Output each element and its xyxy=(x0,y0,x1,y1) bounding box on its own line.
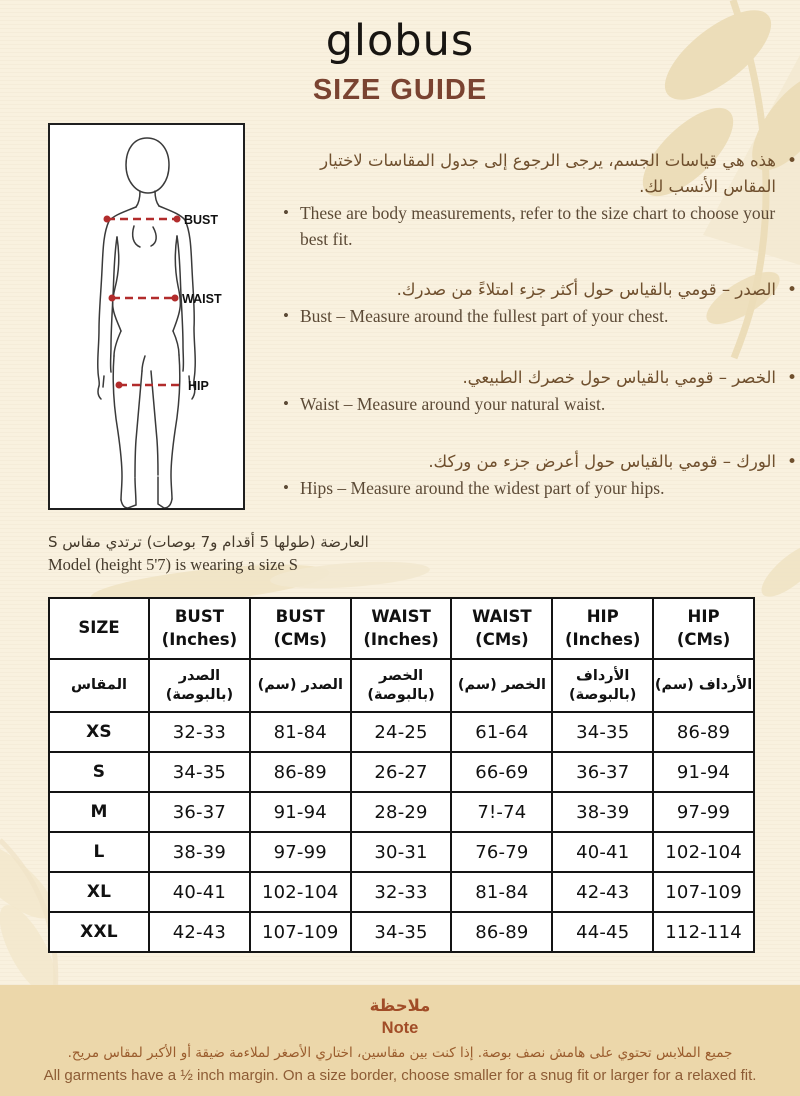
size-label-cell: XL xyxy=(48,871,150,913)
bust-line-label: BUST xyxy=(184,213,218,227)
measurement-value-cell: 40-41 xyxy=(148,871,251,913)
size-table-row: S 34-35 86-89 26-27 66-69 36-37 91-94 xyxy=(48,751,755,793)
column-header-english: HIP (CMs) xyxy=(652,597,755,660)
note-body-english: All garments have a ½ inch margin. On a … xyxy=(43,1067,757,1084)
size-label-cell: XXL xyxy=(48,911,150,953)
measurement-value-cell: 91-94 xyxy=(652,751,755,793)
measurement-value-cell: 107-109 xyxy=(248,911,352,953)
column-header-english: BUST (CMs) xyxy=(248,597,352,660)
measurement-value-cell: 61-64 xyxy=(450,711,554,753)
size-table-row: XS 32-33 81-84 24-25 61-64 34-35 86-89 xyxy=(48,711,755,753)
measurement-value-cell: 30-31 xyxy=(349,831,453,873)
note-heading-english: Note xyxy=(381,1019,419,1037)
column-header-english: WAIST (Inches) xyxy=(349,597,453,660)
measurement-value-cell: 76-79 xyxy=(450,831,554,873)
footer-note-band: ملاحظة Note جميع الملابس تحتوي على هامش … xyxy=(0,985,800,1096)
measurement-value-cell: 28-29 xyxy=(349,791,453,833)
measurement-value-cell: 81-84 xyxy=(450,871,554,913)
measurement-value-cell: 38-39 xyxy=(551,791,655,833)
column-header-arabic: الخصر (بالبوصة) xyxy=(349,658,453,713)
measurement-value-cell: 97-99 xyxy=(652,791,755,833)
instruction-bust-english: Bust – Measure around the fullest part o… xyxy=(283,303,797,329)
size-table-row: M 36-37 91-94 28-29 7!-74 38-39 97-99 xyxy=(48,791,755,833)
measurement-value-cell: 112-114 xyxy=(652,911,755,953)
size-label-cell: L xyxy=(48,831,150,873)
measurement-value-cell: 66-69 xyxy=(450,751,554,793)
note-body-arabic: جميع الملابس تحتوي على هامش نصف بوصة. إذ… xyxy=(67,1045,733,1061)
measurement-value-cell: 86-89 xyxy=(652,711,755,753)
instructions-list: هذه هي قياسات الجسم، يرجى الرجوع إلى جدو… xyxy=(283,148,797,526)
measurement-value-cell: 34-35 xyxy=(148,751,251,793)
measurement-value-cell: 102-104 xyxy=(652,831,755,873)
instruction-group-bust: الصدر – قومي بالقياس حول أكثر جزء امتلاء… xyxy=(283,277,797,329)
measurement-value-cell: 97-99 xyxy=(248,831,352,873)
measurement-value-cell: 42-43 xyxy=(148,911,251,953)
measurement-value-cell: 40-41 xyxy=(551,831,655,873)
page-title: SIZE GUIDE xyxy=(312,74,488,106)
measurement-value-cell: 107-109 xyxy=(652,871,755,913)
waist-line-label: WAIST xyxy=(182,292,222,306)
size-table-header-row-english: SIZE BUST (Inches) BUST (CMs) WAIST (Inches… xyxy=(48,597,755,660)
measurement-value-cell: 86-89 xyxy=(450,911,554,953)
instruction-group-overview: هذه هي قياسات الجسم، يرجى الرجوع إلى جدو… xyxy=(283,148,797,252)
instruction-hip-english: Hips – Measure around the widest part of… xyxy=(283,475,797,501)
column-header-english: WAIST (CMs) xyxy=(450,597,554,660)
model-note-english: Model (height 5'7) is wearing a size S xyxy=(48,555,298,574)
size-table-header-row-arabic: المقاس الصدر (بالبوصة) الصدر (سم) الخصر (با… xyxy=(48,658,755,713)
size-chart-table: SIZE BUST (Inches) BUST (CMs) WAIST (Inches… xyxy=(48,597,755,953)
measurement-value-cell: 38-39 xyxy=(148,831,251,873)
brand-logo: globus xyxy=(325,16,475,66)
body-figure-illustration: BUST WAIST HIP xyxy=(96,137,222,508)
measurement-value-cell: 86-89 xyxy=(248,751,352,793)
measurement-value-cell: 44-45 xyxy=(551,911,655,953)
hip-line-label: HIP xyxy=(188,379,209,393)
model-note: العارضة (طولها 5 أقدام و7 بوصات) ترتدي م… xyxy=(48,531,488,576)
body-diagram-box: BUST WAIST HIP xyxy=(48,123,245,510)
column-header-english: HIP (Inches) xyxy=(551,597,655,660)
instruction-group-waist: الخصر – قومي بالقياس حول خصرك الطبيعي. W… xyxy=(283,365,797,417)
measurement-value-cell: 7!-74 xyxy=(450,791,554,833)
measurement-value-cell: 102-104 xyxy=(248,871,352,913)
measurement-value-cell: 26-27 xyxy=(349,751,453,793)
size-table-row: XXL 42-43 107-109 34-35 86-89 44-45 112-114 xyxy=(48,911,755,953)
measurement-value-cell: 42-43 xyxy=(551,871,655,913)
column-header-english: SIZE xyxy=(48,597,150,660)
size-table-body: XS 32-33 81-84 24-25 61-64 34-35 86-89 S 34-35 86… xyxy=(48,711,755,953)
measurement-value-cell: 34-35 xyxy=(349,911,453,953)
measurement-value-cell: 36-37 xyxy=(148,791,251,833)
measurement-value-cell: 91-94 xyxy=(248,791,352,833)
size-table-row: XL 40-41 102-104 32-33 81-84 42-43 107-109 xyxy=(48,871,755,913)
instruction-overview-arabic: هذه هي قياسات الجسم، يرجى الرجوع إلى جدو… xyxy=(283,148,797,200)
column-header-english: BUST (Inches) xyxy=(148,597,251,660)
column-header-arabic: الأرداف (بالبوصة) xyxy=(551,658,655,713)
measurement-value-cell: 32-33 xyxy=(349,871,453,913)
instruction-bust-arabic: الصدر – قومي بالقياس حول أكثر جزء امتلاء… xyxy=(283,277,797,303)
size-table-row: L 38-39 97-99 30-31 76-79 40-41 102-104 xyxy=(48,831,755,873)
note-heading-arabic: ملاحظة xyxy=(369,996,431,1015)
size-label-cell: S xyxy=(48,751,150,793)
instruction-waist-arabic: الخصر – قومي بالقياس حول خصرك الطبيعي. xyxy=(283,365,797,391)
size-label-cell: M xyxy=(48,791,150,833)
instruction-overview-english: These are body measurements, refer to th… xyxy=(283,200,797,252)
column-header-arabic: المقاس xyxy=(48,658,150,713)
model-note-arabic: العارضة (طولها 5 أقدام و7 بوصات) ترتدي م… xyxy=(48,533,369,551)
instruction-group-hip: الورك – قومي بالقياس حول أعرض جزء من ورك… xyxy=(283,449,797,501)
size-label-cell: XS xyxy=(48,711,150,753)
measurement-value-cell: 81-84 xyxy=(248,711,352,753)
instruction-hip-arabic: الورك – قومي بالقياس حول أعرض جزء من ورك… xyxy=(283,449,797,475)
column-header-arabic: الصدر (بالبوصة) xyxy=(148,658,251,713)
measurement-value-cell: 34-35 xyxy=(551,711,655,753)
measurement-value-cell: 24-25 xyxy=(349,711,453,753)
measurement-value-cell: 36-37 xyxy=(551,751,655,793)
measurement-value-cell: 32-33 xyxy=(148,711,251,753)
column-header-arabic: الصدر (سم) xyxy=(248,658,352,713)
instruction-waist-english: Waist – Measure around your natural wais… xyxy=(283,391,797,417)
column-header-arabic: الخصر (سم) xyxy=(450,658,554,713)
column-header-arabic: الأرداف (سم) xyxy=(652,658,755,713)
